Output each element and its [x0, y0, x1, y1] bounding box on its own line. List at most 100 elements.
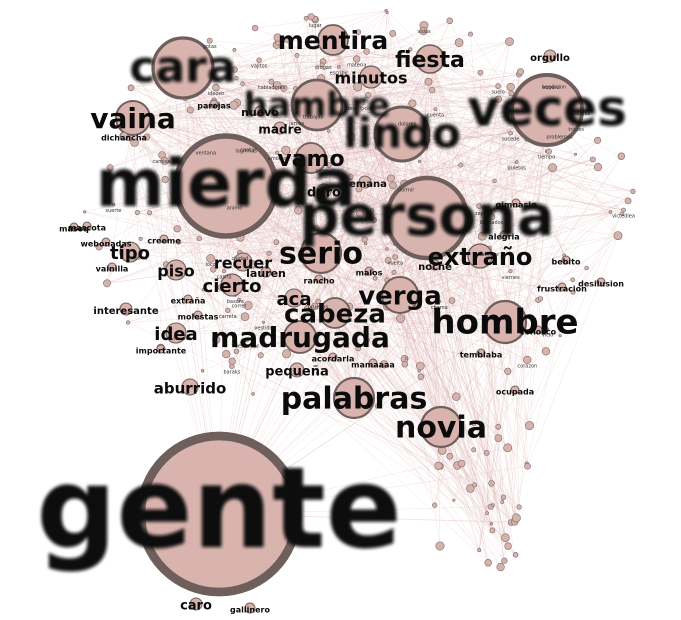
edge [218, 33, 393, 515]
edge [353, 151, 550, 399]
term-node [136, 431, 302, 597]
edge [225, 185, 516, 555]
edge [298, 30, 424, 211]
minor-node [136, 76, 141, 81]
edge [138, 78, 536, 206]
edge [132, 117, 405, 184]
edge [399, 200, 629, 296]
minor-term-label: ceseuchas [316, 168, 343, 174]
edge [399, 294, 503, 503]
edge [123, 78, 322, 124]
minor-term-label: corazon [517, 363, 537, 369]
term-node [358, 175, 372, 189]
minor-node [630, 188, 636, 194]
term-node [69, 222, 79, 232]
minor-node [424, 77, 433, 86]
edge [375, 255, 481, 279]
edge [218, 117, 571, 515]
minor-node [593, 163, 603, 172]
edge [191, 39, 334, 81]
edge [286, 39, 434, 65]
edge [518, 300, 539, 508]
minor-node [496, 562, 505, 572]
edge [316, 104, 549, 120]
edge [106, 154, 163, 284]
edge [399, 294, 528, 361]
edge [332, 39, 511, 134]
edge [453, 210, 624, 501]
minor-node [231, 66, 238, 73]
minor-term-label: despertar [235, 343, 260, 349]
minor-term-label: cuenta [427, 113, 444, 119]
edge [323, 33, 471, 62]
minor-node [206, 254, 215, 263]
edge [404, 255, 481, 365]
minor-node [501, 533, 510, 543]
edge [182, 67, 512, 335]
edge [215, 87, 548, 111]
minor-term-label: suelo [491, 90, 504, 96]
minor-term-label: ventana [196, 151, 216, 157]
minor-term-label: vicio [542, 333, 554, 339]
term-node [467, 243, 493, 269]
edge [365, 243, 506, 323]
term-node [596, 277, 606, 287]
edge [109, 167, 442, 428]
edge [387, 12, 506, 323]
edge [440, 267, 587, 428]
edge [234, 69, 506, 323]
edge [106, 67, 184, 284]
edge [165, 264, 489, 563]
minor-node [275, 150, 280, 155]
edge [351, 154, 576, 400]
minor-node [477, 547, 482, 552]
edge [453, 321, 506, 501]
edge [185, 58, 431, 99]
minor-term-label: vuelta [387, 261, 403, 267]
term-node [233, 252, 253, 272]
edge [334, 312, 497, 314]
edge [247, 157, 312, 306]
minor-node [355, 185, 363, 193]
minor-node [130, 138, 139, 147]
edge [140, 238, 506, 538]
edge [399, 235, 619, 296]
term-label: madre [258, 123, 301, 137]
edge [334, 312, 457, 397]
edge [349, 248, 490, 307]
term-node [381, 276, 419, 314]
minor-node [210, 266, 217, 273]
minor-term-label: baraks [223, 370, 240, 376]
minor-node [417, 373, 425, 380]
minor-term-label: gotas [203, 44, 217, 50]
edge [399, 167, 553, 296]
edge [511, 109, 548, 523]
edge [527, 167, 553, 360]
minor-node [246, 94, 253, 100]
edge [320, 252, 530, 426]
term-node [482, 299, 528, 345]
edge [98, 246, 401, 296]
term-label: temblaba [460, 351, 503, 360]
edge [299, 336, 488, 514]
minor-term-label: lugar [309, 23, 323, 29]
edge [310, 157, 512, 523]
minor-node [508, 90, 515, 97]
term-label: lindo [343, 109, 461, 158]
edge [299, 254, 442, 428]
minor-node [364, 337, 371, 343]
edge [221, 109, 548, 288]
edge [474, 74, 520, 485]
edge [353, 397, 455, 501]
minor-node [363, 48, 370, 55]
minor-node [257, 352, 264, 359]
minor-term-label: problemas [546, 135, 573, 141]
edge [246, 339, 503, 503]
minor-node [243, 301, 253, 310]
edge [356, 20, 450, 60]
edge [429, 58, 505, 561]
minor-node [127, 84, 135, 92]
minor-node [256, 57, 262, 63]
edge [392, 161, 420, 186]
